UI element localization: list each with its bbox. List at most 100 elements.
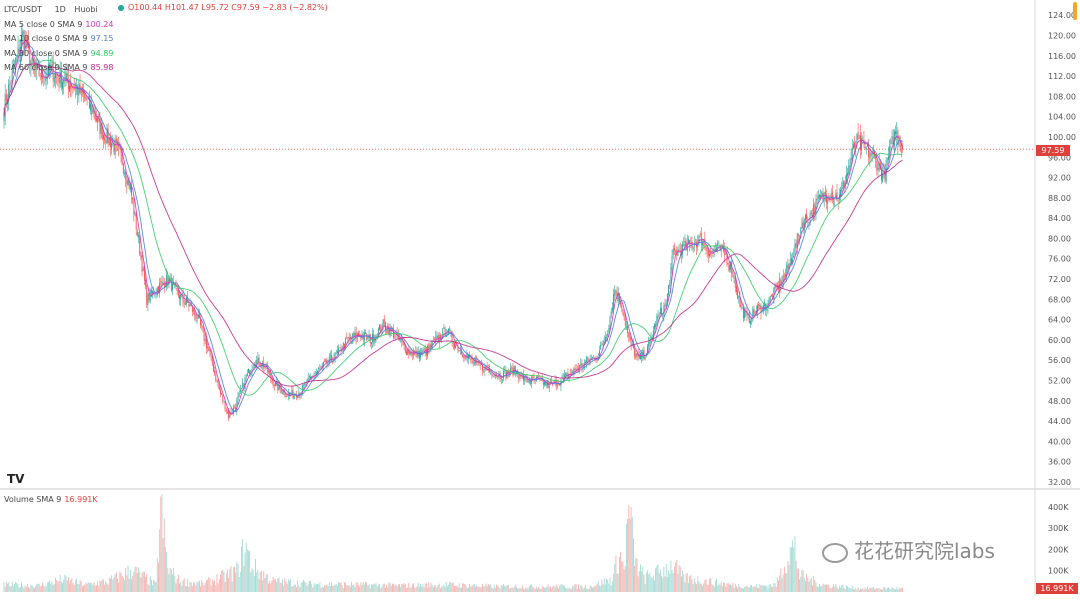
volume-bar — [85, 582, 87, 592]
volume-bar — [854, 589, 856, 592]
volume-bar — [113, 577, 115, 592]
candle-body — [610, 310, 612, 316]
interval-label[interactable]: 1D — [54, 5, 66, 14]
volume-bar — [775, 587, 777, 592]
volume-bar — [457, 587, 459, 592]
candle-body — [215, 374, 217, 381]
volume-bar — [62, 583, 63, 592]
candle-body — [126, 180, 128, 185]
volume-bar — [134, 566, 136, 592]
volume-bar — [503, 584, 505, 592]
candle-body — [533, 376, 535, 379]
candle-body — [489, 368, 490, 372]
candle-body — [125, 170, 127, 180]
volume-bar — [390, 585, 392, 592]
volume-bar — [862, 588, 864, 592]
volume-bar — [540, 589, 542, 592]
volume-bar — [46, 582, 48, 592]
candle-body — [338, 347, 340, 353]
scroll-indicator[interactable] — [1073, 2, 1077, 20]
volume-bar — [872, 586, 874, 592]
candle-body — [668, 285, 670, 295]
candle-body — [689, 240, 691, 244]
candle-body — [121, 151, 123, 165]
volume-bar — [831, 587, 833, 592]
candle-body — [129, 183, 131, 191]
candle-body — [382, 319, 384, 330]
volume-bar — [218, 579, 220, 592]
symbol-label[interactable]: LTC/USDT — [4, 5, 43, 14]
volume-bar — [374, 583, 376, 592]
candle-body — [269, 371, 271, 373]
tradingview-logo-icon[interactable]: TV — [7, 472, 25, 486]
volume-bar — [833, 584, 834, 592]
volume-bar — [725, 586, 727, 592]
volume-bar — [313, 583, 315, 592]
volume-bar — [154, 581, 156, 592]
volume-bar — [661, 575, 662, 592]
volume-bar — [525, 587, 527, 592]
candle-body — [659, 308, 661, 315]
candle-body — [658, 314, 660, 316]
volume-bar — [878, 588, 880, 592]
volume-bar — [101, 579, 103, 592]
volume-bar — [717, 585, 719, 592]
legend-ma5[interactable]: MA 5 close 0 SMA 9 100.24 — [4, 19, 114, 29]
candle-body — [88, 95, 90, 108]
volume-bar — [750, 585, 751, 592]
volume-bar — [122, 577, 124, 592]
volume-bar — [293, 584, 295, 592]
volume-bar — [691, 579, 693, 592]
volume-bar — [704, 580, 706, 592]
legend-ma60[interactable]: MA 60 close 0 SMA 9 85.98 — [4, 63, 114, 72]
candle-body — [139, 234, 141, 254]
volume-legend[interactable]: Volume SMA 9 16.991K — [4, 495, 98, 504]
candle-body — [307, 377, 309, 381]
volume-bar — [633, 538, 634, 592]
candle-body — [623, 313, 625, 317]
candle-body — [380, 326, 382, 332]
volume-bar — [318, 584, 320, 592]
volume-bar — [417, 582, 419, 592]
volume-bar — [265, 574, 267, 592]
volume-bar — [182, 580, 184, 592]
volume-bar — [259, 571, 261, 592]
candle-body — [803, 220, 805, 231]
candle-body — [212, 364, 214, 372]
volume-bar — [843, 587, 845, 592]
legend-ma30[interactable]: MA 30 close 0 SMA 9 94.89 — [4, 48, 114, 58]
volume-bar — [86, 583, 88, 592]
legend-ma10[interactable]: MA 10 close 0 SMA 9 97.15 — [4, 34, 114, 43]
candle-body — [549, 382, 551, 384]
candle-body — [289, 392, 290, 396]
volume-bar — [596, 583, 598, 592]
volume-bar — [10, 586, 12, 592]
candle-body — [888, 156, 889, 160]
volume-bar — [666, 576, 668, 592]
candle-body — [836, 192, 838, 201]
candle-body — [847, 172, 849, 177]
volume-bar — [523, 588, 524, 592]
candle-body — [594, 357, 596, 361]
volume-bar — [514, 584, 516, 592]
volume-bar — [216, 574, 218, 592]
candle-body — [100, 123, 102, 134]
volume-bar — [581, 586, 583, 592]
volume-bar — [539, 588, 541, 592]
volume-bar — [291, 586, 293, 592]
volume-bar — [542, 586, 544, 592]
candle-body — [640, 352, 641, 360]
volume-bar — [625, 523, 627, 592]
candle-body — [637, 353, 639, 357]
volume-bar — [38, 583, 40, 592]
candle-body — [195, 314, 197, 320]
candle-body — [826, 194, 827, 203]
wechat-icon — [822, 542, 848, 563]
candle-body — [136, 231, 138, 236]
volume-bar — [100, 581, 102, 592]
candle-body — [416, 350, 418, 358]
candle-body — [140, 252, 142, 258]
volume-bar — [608, 583, 610, 592]
